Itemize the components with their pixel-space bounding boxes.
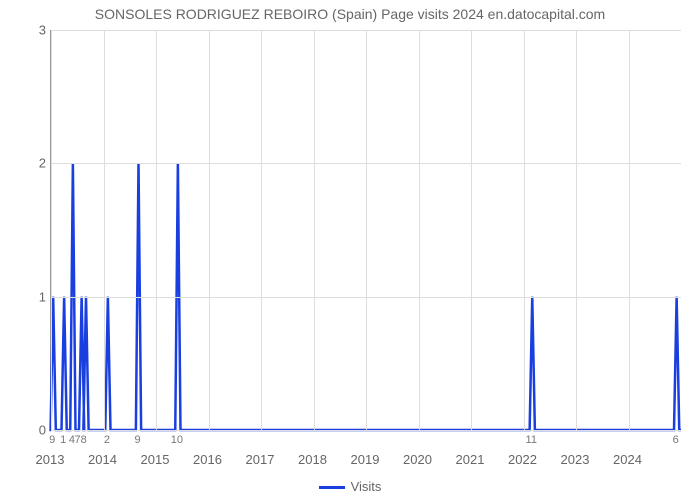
x-tick-minor: 78 bbox=[75, 434, 87, 446]
y-tick-label: 3 bbox=[28, 23, 46, 38]
x-tick-major: 2016 bbox=[193, 452, 222, 467]
gridline-v bbox=[471, 30, 472, 430]
x-tick-major: 2020 bbox=[403, 452, 432, 467]
x-tick-minor: 11 bbox=[526, 434, 537, 446]
gridline-v bbox=[261, 30, 262, 430]
gridline-v bbox=[156, 30, 157, 430]
gridline-h bbox=[51, 430, 681, 431]
x-tick-minor: 9 bbox=[134, 434, 140, 446]
gridline-v bbox=[209, 30, 210, 430]
plot-area bbox=[50, 30, 681, 431]
x-tick-minor: 10 bbox=[171, 434, 183, 446]
legend: Visits bbox=[0, 479, 700, 494]
chart-title: SONSOLES RODRIGUEZ REBOIRO (Spain) Page … bbox=[0, 6, 700, 22]
x-tick-major: 2013 bbox=[36, 452, 65, 467]
x-tick-major: 2023 bbox=[561, 452, 590, 467]
x-tick-major: 2017 bbox=[246, 452, 275, 467]
legend-label: Visits bbox=[351, 479, 382, 494]
y-tick-label: 0 bbox=[28, 423, 46, 438]
gridline-v bbox=[104, 30, 105, 430]
y-tick-label: 2 bbox=[28, 156, 46, 171]
x-tick-major: 2014 bbox=[88, 452, 117, 467]
x-tick-minor: 2 bbox=[104, 434, 110, 446]
x-tick-minor: 9 bbox=[49, 434, 55, 446]
x-tick-minor: 1 bbox=[60, 434, 66, 446]
x-tick-major: 2022 bbox=[508, 452, 537, 467]
x-tick-major: 2024 bbox=[613, 452, 642, 467]
x-tick-major: 2019 bbox=[351, 452, 380, 467]
legend-swatch bbox=[319, 486, 345, 489]
gridline-v bbox=[524, 30, 525, 430]
gridline-v bbox=[629, 30, 630, 430]
x-tick-major: 2021 bbox=[456, 452, 485, 467]
y-tick-label: 1 bbox=[28, 289, 46, 304]
gridline-v bbox=[576, 30, 577, 430]
x-tick-major: 2015 bbox=[141, 452, 170, 467]
x-tick-minor: 6 bbox=[673, 434, 679, 446]
gridline-v bbox=[314, 30, 315, 430]
x-tick-major: 2018 bbox=[298, 452, 327, 467]
gridline-v bbox=[366, 30, 367, 430]
gridline-v bbox=[51, 30, 52, 430]
gridline-v bbox=[419, 30, 420, 430]
